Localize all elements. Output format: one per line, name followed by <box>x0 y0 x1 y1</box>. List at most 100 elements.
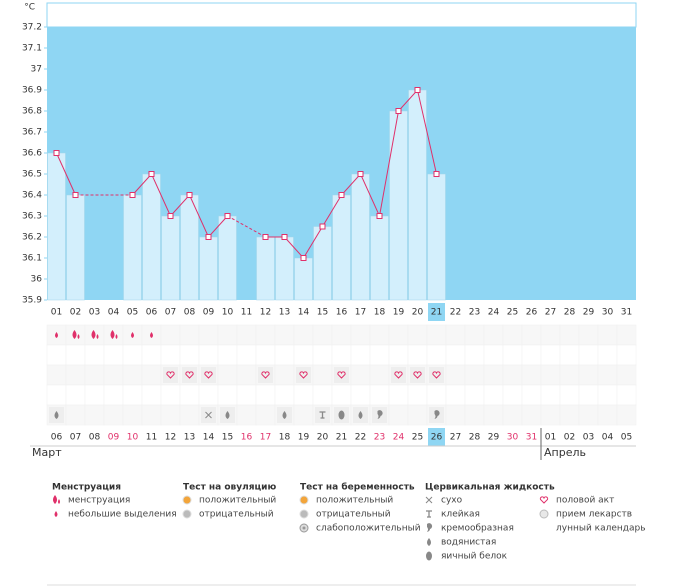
cervical-mark <box>338 410 345 420</box>
grid-cell <box>597 404 618 426</box>
day-label: 12 <box>260 308 271 318</box>
grid-cell <box>464 384 485 406</box>
legend-icon <box>53 495 60 504</box>
bar <box>389 110 408 301</box>
test <box>182 495 192 505</box>
cycle-day-label: 17 <box>260 433 271 443</box>
drop <box>150 332 153 338</box>
grid-cell <box>445 324 466 346</box>
grid-cell <box>160 404 181 426</box>
drop <box>282 411 287 419</box>
grid-cell <box>274 344 295 366</box>
legend-icon <box>539 496 549 504</box>
moon <box>541 524 545 532</box>
grid-cell <box>445 404 466 426</box>
y-tick-label: 36 <box>31 275 43 285</box>
drop <box>54 511 58 517</box>
drop <box>53 495 57 504</box>
bar <box>294 257 313 301</box>
day-label: 25 <box>507 308 518 318</box>
intercourse-mark <box>432 371 441 379</box>
legend-label: сухо <box>441 496 463 506</box>
mark-cell <box>258 367 273 383</box>
t-shape <box>426 510 432 518</box>
temperature-point <box>319 223 326 230</box>
grid-cell <box>350 324 371 346</box>
temperature-point <box>129 192 136 198</box>
cycle-day-label: 02 <box>564 433 575 443</box>
grid-cell <box>502 384 523 406</box>
cycle-day-label: 07 <box>70 433 81 443</box>
grid-cell <box>521 324 542 346</box>
mark-cell <box>391 367 406 383</box>
mark-cell <box>429 367 444 383</box>
grid-cell <box>559 404 580 426</box>
grid-cell <box>559 344 580 366</box>
grid-cell <box>578 364 599 386</box>
comma <box>434 410 440 419</box>
grid-cell <box>141 384 162 406</box>
drop <box>96 334 99 339</box>
day-label: 01 <box>51 308 62 318</box>
day-label: 31 <box>621 308 632 318</box>
cross <box>425 496 433 504</box>
grid-cell <box>559 384 580 406</box>
test <box>299 495 309 505</box>
grid-cell <box>521 364 542 386</box>
day-highlight <box>428 303 445 321</box>
grid-cell <box>407 404 428 426</box>
grid-cell <box>388 404 409 426</box>
day-highlight <box>428 428 445 446</box>
grid-cell <box>274 364 295 386</box>
test <box>302 526 306 530</box>
grid-cell <box>388 344 409 366</box>
day-label: 09 <box>203 308 215 318</box>
cycle-day-label: 16 <box>241 433 253 443</box>
grid-cell <box>103 384 124 406</box>
intercourse-mark <box>185 371 194 379</box>
y-tick-label: 37.2 <box>22 23 42 33</box>
heart <box>539 496 549 504</box>
grid-cell <box>578 344 599 366</box>
legend-icon <box>426 551 432 561</box>
day-label: 30 <box>602 308 614 318</box>
cervical-mark <box>434 410 440 419</box>
temperature-point <box>205 234 212 240</box>
grid-cell <box>464 324 485 346</box>
drop <box>110 330 115 339</box>
cycle-day-label: 28 <box>469 433 481 443</box>
cycle-day-label: 03 <box>583 433 594 443</box>
grid-cell <box>502 364 523 386</box>
cycle-day-label: 15 <box>222 433 233 443</box>
y-tick-label: 36.8 <box>22 107 42 117</box>
intercourse-mark <box>166 371 175 379</box>
cycle-day-label: 25 <box>412 433 423 443</box>
day-label: 16 <box>336 308 348 318</box>
day-label: 07 <box>165 308 176 318</box>
day-label: 28 <box>564 308 576 318</box>
cycle-day-label: 05 <box>621 433 632 443</box>
grid-cell <box>521 384 542 406</box>
grid-cell <box>483 364 504 386</box>
t-shape <box>319 411 326 419</box>
legend-icon <box>54 511 58 517</box>
grid-cell <box>559 324 580 346</box>
heart <box>413 371 422 379</box>
grid-cell <box>198 324 219 346</box>
day-label: 02 <box>70 308 81 318</box>
menstruation-mark <box>91 330 99 339</box>
legend-label: положительный <box>199 496 276 506</box>
grid-cell <box>578 324 599 346</box>
pill <box>539 509 549 519</box>
drop <box>72 330 77 339</box>
bar <box>408 89 427 301</box>
grid-cell <box>312 364 333 386</box>
cycle-day-label: 14 <box>203 433 215 443</box>
legend-label: положительный <box>316 496 393 506</box>
grid-cell <box>445 364 466 386</box>
y-tick-label: 37 <box>31 65 42 75</box>
temperature-point <box>53 150 60 156</box>
drop <box>58 499 60 504</box>
grid-cell <box>236 324 257 346</box>
